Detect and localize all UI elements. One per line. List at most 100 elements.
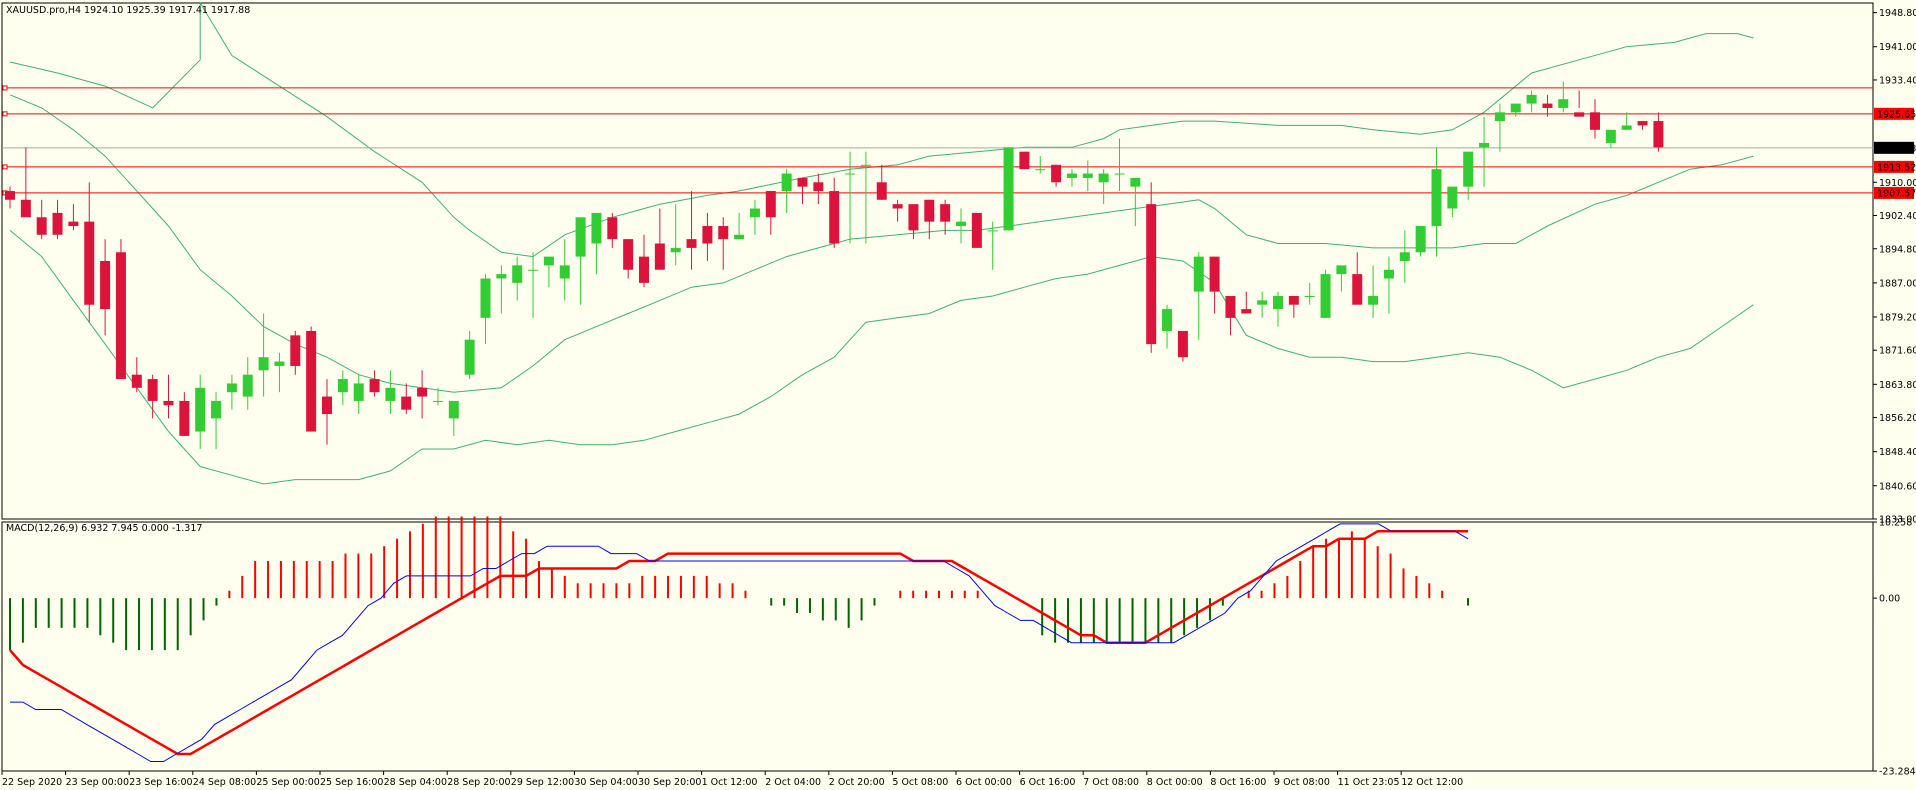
candle[interactable] <box>322 379 332 445</box>
candle[interactable] <box>987 221 998 270</box>
candle[interactable] <box>1257 291 1268 318</box>
candle[interactable] <box>84 182 95 323</box>
candle[interactable] <box>1415 226 1426 257</box>
candle[interactable] <box>195 374 206 450</box>
candle[interactable] <box>211 392 222 450</box>
candle[interactable] <box>496 265 507 314</box>
candle[interactable] <box>464 330 475 380</box>
candle[interactable] <box>845 151 856 244</box>
candle[interactable] <box>686 191 697 270</box>
candle[interactable] <box>369 370 380 397</box>
candle[interactable] <box>1288 295 1299 318</box>
candle[interactable] <box>1494 103 1505 152</box>
level-handle[interactable] <box>2 111 8 117</box>
candle[interactable] <box>1526 90 1537 113</box>
candle[interactable] <box>1162 304 1173 349</box>
candle[interactable] <box>639 234 649 288</box>
candle[interactable] <box>337 370 348 406</box>
candle[interactable] <box>115 239 126 380</box>
candle[interactable] <box>670 204 681 266</box>
candle[interactable] <box>432 387 443 406</box>
candle[interactable] <box>623 239 634 279</box>
candle[interactable] <box>274 352 285 393</box>
candle[interactable] <box>1336 265 1347 292</box>
candle[interactable] <box>797 177 808 205</box>
candle[interactable] <box>1621 112 1632 130</box>
candle[interactable] <box>417 370 428 419</box>
candle[interactable] <box>591 212 602 275</box>
level-handle[interactable] <box>2 85 8 91</box>
candle[interactable] <box>971 212 982 248</box>
candle[interactable] <box>1035 156 1046 174</box>
candle[interactable] <box>1320 269 1331 318</box>
candle[interactable] <box>1193 252 1204 340</box>
candle[interactable] <box>1383 256 1394 314</box>
candle[interactable] <box>1241 291 1252 314</box>
candle[interactable] <box>813 173 824 205</box>
candle[interactable] <box>940 199 951 235</box>
candle[interactable] <box>1590 99 1600 139</box>
candle[interactable] <box>68 204 79 231</box>
candle[interactable] <box>1431 147 1442 257</box>
candle[interactable] <box>1114 138 1125 192</box>
candle[interactable] <box>1352 252 1363 305</box>
candle[interactable] <box>258 313 269 397</box>
candle[interactable] <box>860 151 871 244</box>
candle[interactable] <box>1558 81 1569 113</box>
candle[interactable] <box>1542 94 1553 117</box>
candle[interactable] <box>1066 169 1077 187</box>
candle[interactable] <box>226 374 237 410</box>
level-handle[interactable] <box>2 164 8 170</box>
candle[interactable] <box>575 217 586 305</box>
candle[interactable] <box>1399 230 1410 283</box>
candle[interactable] <box>1368 265 1379 318</box>
candle[interactable] <box>734 212 745 240</box>
candle[interactable] <box>131 357 142 393</box>
candle[interactable] <box>924 199 935 240</box>
candle[interactable] <box>1653 112 1664 152</box>
candle[interactable] <box>702 212 713 261</box>
candle[interactable] <box>1637 121 1648 130</box>
candle[interactable] <box>480 274 491 345</box>
candle[interactable] <box>179 392 190 436</box>
candle[interactable] <box>1304 282 1315 305</box>
candle[interactable] <box>100 239 111 336</box>
candle[interactable] <box>1146 182 1157 353</box>
candle[interactable] <box>147 374 158 419</box>
candle[interactable] <box>1019 151 1030 170</box>
candle[interactable] <box>749 199 760 235</box>
candle[interactable] <box>781 169 792 213</box>
candle[interactable] <box>876 164 887 200</box>
candle[interactable] <box>892 199 903 222</box>
candle[interactable] <box>559 239 570 301</box>
candle[interactable] <box>401 383 412 415</box>
candle[interactable] <box>528 252 539 318</box>
candle[interactable] <box>1605 129 1616 148</box>
candle[interactable] <box>607 212 618 248</box>
candle[interactable] <box>1225 295 1236 336</box>
candle[interactable] <box>1098 169 1109 205</box>
candle[interactable] <box>290 330 301 375</box>
candle[interactable] <box>5 186 15 209</box>
candle[interactable] <box>765 191 776 235</box>
candle[interactable] <box>1051 164 1062 187</box>
candle[interactable] <box>1209 256 1220 314</box>
candle[interactable] <box>1273 291 1283 327</box>
candle[interactable] <box>654 208 665 270</box>
candle[interactable] <box>1003 147 1014 231</box>
candle[interactable] <box>1177 330 1188 362</box>
candle[interactable] <box>829 177 840 248</box>
candle[interactable] <box>908 204 919 240</box>
candle[interactable] <box>1479 116 1490 187</box>
candle[interactable] <box>385 370 396 415</box>
candle[interactable] <box>1510 103 1521 117</box>
candle[interactable] <box>512 256 523 301</box>
candle[interactable] <box>718 217 729 270</box>
candle[interactable] <box>1082 160 1093 192</box>
candle[interactable] <box>956 208 966 244</box>
candle[interactable] <box>1447 186 1458 218</box>
candle[interactable] <box>353 374 364 415</box>
candle[interactable] <box>52 199 63 240</box>
candle[interactable] <box>242 357 253 410</box>
